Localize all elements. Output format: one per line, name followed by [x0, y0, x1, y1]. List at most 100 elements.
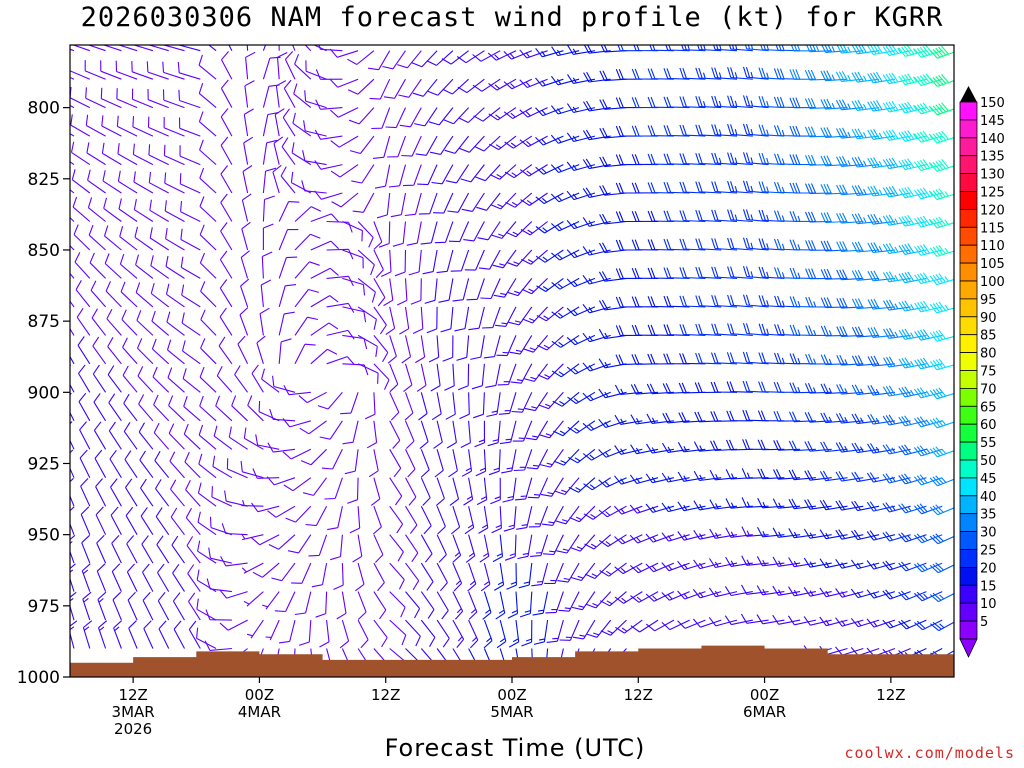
wind-barb	[285, 505, 312, 523]
wind-barb	[566, 190, 596, 201]
wind-barb	[157, 592, 170, 621]
wind-barb	[70, 189, 75, 194]
wind-barb	[398, 78, 422, 98]
legend-swatch	[959, 549, 978, 568]
wind-barb	[499, 420, 517, 445]
wind-barb	[111, 535, 122, 564]
wind-barb	[208, 45, 217, 52]
wind-barb	[151, 338, 170, 365]
wind-barb	[851, 471, 880, 483]
legend-label: 15	[980, 579, 997, 594]
wind-barb	[405, 562, 420, 591]
wind-barb	[463, 221, 485, 242]
wind-barb	[147, 116, 169, 137]
wind-barb	[180, 256, 201, 279]
wind-barb	[419, 420, 429, 450]
wind-barb	[373, 591, 387, 620]
wind-barb	[566, 334, 596, 346]
x-tick-label: 00Z	[245, 686, 274, 704]
wind-barb	[299, 420, 327, 435]
wind-barb	[71, 169, 91, 194]
legend-swatch	[959, 101, 978, 121]
wind-barb	[278, 229, 299, 251]
wind-barb	[744, 45, 769, 52]
wind-barb	[679, 353, 706, 365]
wind-barb	[136, 338, 154, 365]
wind-barb	[789, 69, 816, 80]
wind-barb	[450, 506, 461, 535]
wind-barb	[284, 51, 296, 80]
wind-barb	[804, 499, 832, 510]
wind-barb	[97, 591, 107, 621]
wind-barb	[70, 300, 75, 308]
wind-barb	[614, 445, 643, 455]
wind-barb	[550, 75, 580, 86]
legend-swatch	[959, 584, 978, 604]
wind-barb	[436, 619, 450, 648]
wind-barb	[378, 221, 391, 248]
wind-barb	[819, 470, 848, 482]
wind-barb	[70, 104, 75, 109]
wind-barb	[647, 182, 674, 194]
wind-barb	[87, 169, 106, 194]
wind-barb	[788, 528, 816, 539]
wind-barb	[663, 238, 690, 251]
wind-barb	[519, 49, 548, 59]
wind-barb	[106, 308, 122, 336]
wind-barb	[804, 382, 832, 394]
wind-barb	[326, 248, 354, 260]
legend-swatch	[959, 173, 978, 192]
wind-barb	[283, 79, 296, 108]
y-tick-label: 900	[28, 383, 60, 403]
wind-barb	[867, 298, 895, 310]
wind-barb	[389, 477, 403, 506]
wind-barb	[598, 534, 627, 547]
wind-barb	[216, 365, 233, 393]
wind-barb	[178, 45, 201, 52]
wind-barb	[405, 477, 417, 506]
wind-barb	[428, 107, 454, 126]
wind-barb	[566, 161, 596, 172]
wind-barb	[929, 475, 954, 487]
wind-barb	[142, 591, 154, 621]
wind-barb	[448, 449, 458, 478]
wind-barb	[630, 591, 659, 603]
credit-link[interactable]: coolwx.com/models	[844, 744, 1015, 762]
wind-barb	[179, 145, 201, 166]
wind-barb	[481, 306, 501, 329]
wind-barb	[513, 449, 533, 472]
wind-barb	[647, 153, 674, 166]
legend-label: 100	[980, 275, 1005, 290]
wind-barb	[851, 442, 880, 454]
wind-barb	[929, 102, 954, 116]
wind-barb	[836, 269, 864, 281]
wind-barb	[125, 506, 138, 535]
wind-barb	[898, 45, 927, 57]
wind-barb	[663, 182, 690, 194]
wind-barb	[211, 486, 233, 507]
wind-barb	[882, 414, 911, 426]
wind-barb	[310, 213, 340, 223]
wind-barb	[304, 45, 312, 52]
wind-barb	[501, 449, 517, 474]
wind-barb	[220, 165, 233, 194]
wind-barb	[727, 266, 753, 279]
wind-barb	[835, 500, 864, 511]
wind-barb	[679, 238, 706, 251]
wind-barb	[475, 449, 487, 477]
wind-barb	[127, 591, 138, 621]
wind-barb	[867, 270, 895, 282]
wind-barb	[420, 505, 432, 535]
wind-barb	[914, 416, 943, 428]
wind-barb	[168, 395, 185, 422]
wind-barb	[773, 96, 801, 109]
wind-barb	[172, 592, 185, 621]
wind-barb	[255, 434, 280, 450]
wind-barb	[742, 123, 769, 137]
wind-barb	[535, 47, 564, 58]
wind-barb	[436, 249, 454, 274]
wind-barb	[472, 50, 501, 62]
wind-barb	[220, 556, 248, 567]
wind-barb	[758, 295, 785, 308]
wind-barb	[422, 249, 438, 275]
